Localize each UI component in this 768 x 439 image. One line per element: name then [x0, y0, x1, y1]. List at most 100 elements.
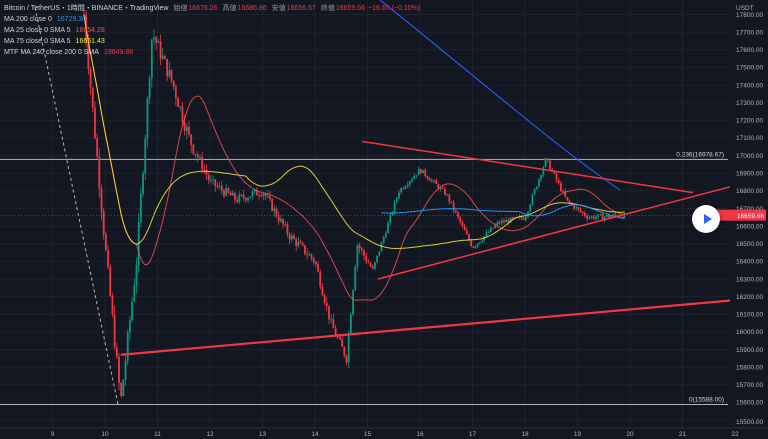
candle-body — [597, 214, 599, 218]
candle-body — [494, 225, 497, 229]
candle-body — [553, 171, 556, 174]
candle-body — [185, 126, 188, 132]
candle-body — [306, 253, 309, 255]
indicator-ma75[interactable]: MA 75 close 0 SMA 5 16651.43 — [4, 36, 420, 47]
candle-body — [244, 197, 247, 201]
candle-body — [533, 189, 536, 195]
price-tick-label: 15700.00 — [736, 382, 763, 389]
price-tick-label: 17100.00 — [736, 135, 763, 142]
price-tick-label: 15500.00 — [736, 419, 763, 426]
current-price-tag: USDT16659.66 — [0, 209, 766, 221]
candle-body — [400, 188, 403, 193]
candle-body — [614, 214, 617, 216]
price-tick-label: 16600.00 — [736, 223, 763, 230]
candle-body — [240, 194, 243, 196]
candle-body — [601, 214, 604, 220]
candle-body — [448, 194, 451, 202]
candle-body — [91, 87, 94, 108]
candle-body — [299, 242, 302, 244]
candle-body — [430, 180, 433, 182]
candle-body — [321, 286, 324, 296]
symbol-title[interactable]: Bitcoin / TetherUS・1時間・BINANCE・TradingVi… — [4, 5, 169, 12]
candle-body — [172, 80, 175, 87]
candle-body — [422, 169, 424, 174]
candle-body — [470, 240, 473, 247]
candle-body — [382, 237, 385, 243]
fib-levels: 0.236(16978.67) 0(15588.00) — [0, 7, 728, 405]
open-label: 始値 — [173, 5, 188, 12]
candle-body — [503, 220, 505, 223]
indicator-mtf-ma240[interactable]: MTF MA 240 close 200 0 SMA 19049.88 — [4, 47, 420, 58]
play-icon — [703, 214, 712, 224]
candle-body — [201, 156, 204, 170]
fib-label: 0.236(16978.67) — [676, 151, 724, 158]
candle-body — [120, 383, 123, 397]
candle-body — [472, 246, 475, 248]
candle-body — [314, 261, 317, 265]
candle-body — [474, 246, 477, 248]
candle-body — [325, 303, 328, 306]
price-tick-label: 17800.00 — [736, 12, 763, 19]
candle-body — [131, 301, 134, 321]
time-tick-label: 17 — [469, 431, 477, 438]
time-axis[interactable]: 9 10 11 12 13 14 15 16 17 18 19 20 21 22 — [0, 427, 768, 438]
price-tick-label: 16400.00 — [736, 259, 763, 266]
candle-body — [205, 170, 208, 176]
candle-body — [564, 191, 567, 197]
candle-body — [446, 194, 449, 196]
candle-body — [496, 222, 499, 226]
candle-body — [260, 195, 263, 197]
candle-body — [378, 251, 381, 256]
candle-body — [367, 261, 370, 264]
candle-body — [509, 217, 512, 223]
time-tick-label: 10 — [101, 431, 109, 438]
indicator-ma25[interactable]: MA 25 close 0 SMA 5 16654.28 — [4, 25, 420, 36]
candle-body — [487, 232, 490, 234]
candle-body — [229, 192, 232, 196]
time-tick-label: 9 — [51, 431, 55, 438]
price-tick-label: 16100.00 — [736, 312, 763, 319]
candle-body — [284, 224, 287, 226]
replay-play-button[interactable] — [692, 205, 720, 233]
candle-body — [522, 218, 525, 220]
price-tick-label: 15600.00 — [736, 400, 763, 407]
low-label: 安値 — [271, 5, 286, 12]
candle-body — [242, 194, 245, 198]
trend-lines — [120, 140, 736, 356]
candle-body — [590, 216, 593, 218]
candle-body — [334, 328, 337, 336]
candle-body — [262, 193, 265, 196]
candle-body — [124, 360, 127, 380]
price-tick-label: 16000.00 — [736, 329, 763, 336]
candle-body — [236, 199, 239, 202]
chart-legend: Bitcoin / TetherUS・1時間・BINANCE・TradingVi… — [4, 3, 420, 58]
candle-body — [433, 180, 435, 182]
candle-body — [216, 186, 219, 188]
price-tick-label: 17600.00 — [736, 47, 763, 54]
high-label: 高値 — [222, 5, 237, 12]
price-tick-label: 17500.00 — [736, 65, 763, 72]
candle-body — [588, 217, 591, 219]
candle-body — [153, 37, 155, 40]
candle-body — [566, 196, 569, 201]
price-tick-label: 17200.00 — [736, 118, 763, 125]
candle-body — [424, 169, 427, 177]
candle-body — [190, 134, 193, 145]
candle-body — [115, 347, 118, 357]
candle-body — [402, 188, 405, 190]
candle-body — [404, 186, 407, 189]
candle-body — [319, 271, 322, 287]
candle-body — [275, 208, 278, 217]
candle-body — [584, 212, 586, 217]
indicator-ma200[interactable]: MA 200 close 0 16729.30 — [4, 14, 420, 25]
candle-body — [612, 214, 615, 217]
candle-body — [511, 217, 514, 219]
candle-body — [476, 243, 479, 247]
candle-body — [360, 248, 363, 251]
candle-body — [288, 234, 291, 240]
symbol-header: Bitcoin / TetherUS・1時間・BINANCE・TradingVi… — [4, 3, 420, 14]
ma200-value: 16729.30 — [56, 16, 87, 23]
time-tick-label: 20 — [626, 431, 634, 438]
candle-body — [345, 355, 348, 363]
